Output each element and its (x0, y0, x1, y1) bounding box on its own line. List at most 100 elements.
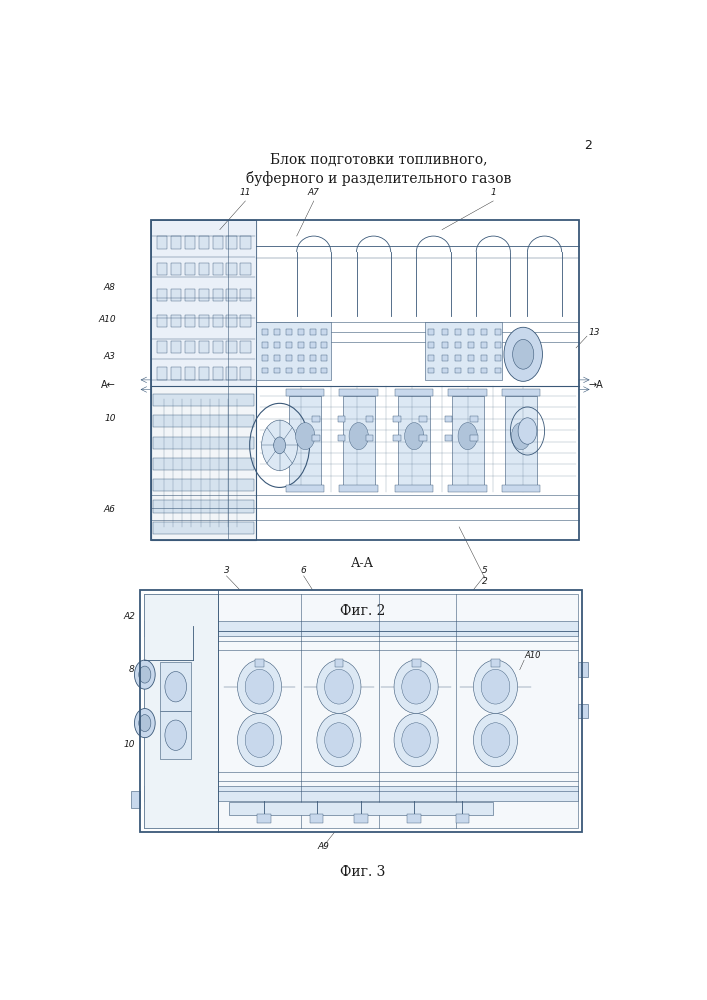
Bar (481, 342, 487, 348)
Circle shape (139, 715, 151, 732)
Bar (442, 329, 448, 335)
Bar (240, 341, 250, 353)
Text: А6: А6 (104, 505, 116, 514)
Bar (157, 341, 167, 353)
Bar (255, 659, 264, 667)
Bar (428, 342, 434, 348)
Ellipse shape (481, 669, 510, 704)
Bar (481, 329, 487, 335)
Text: А10: А10 (98, 315, 116, 324)
Bar (322, 355, 327, 361)
Bar (448, 485, 487, 492)
Bar (226, 341, 237, 353)
Text: буферного и разделительного газов: буферного и разделительного газов (246, 171, 511, 186)
Bar (262, 329, 268, 335)
Bar (274, 355, 279, 361)
Bar (495, 342, 501, 348)
Bar (157, 367, 167, 380)
Bar (199, 367, 209, 380)
Text: А←: А← (101, 380, 116, 390)
Bar (240, 289, 250, 301)
Bar (153, 415, 255, 427)
Circle shape (165, 672, 187, 702)
Bar (171, 341, 181, 353)
Bar (468, 342, 474, 348)
Bar (334, 659, 344, 667)
Bar (160, 711, 191, 759)
Bar (310, 329, 315, 335)
Circle shape (134, 709, 155, 738)
Ellipse shape (474, 713, 518, 767)
Text: А10: А10 (524, 651, 541, 660)
Bar (481, 355, 487, 361)
Bar (425, 322, 502, 380)
Circle shape (296, 423, 315, 450)
Bar (338, 435, 346, 441)
Bar (445, 435, 452, 441)
Bar (286, 355, 291, 361)
Circle shape (504, 327, 542, 381)
Bar (298, 355, 303, 361)
Bar (286, 368, 291, 373)
Bar (289, 396, 321, 485)
Bar (428, 329, 434, 335)
Circle shape (518, 418, 537, 444)
Bar (322, 342, 327, 348)
Bar (160, 662, 191, 711)
Ellipse shape (402, 723, 431, 757)
Bar (468, 368, 474, 373)
Bar (226, 367, 237, 380)
Bar (262, 355, 268, 361)
Circle shape (513, 339, 534, 369)
Bar (495, 368, 501, 373)
Bar (185, 341, 195, 353)
Bar (144, 594, 578, 828)
Bar (144, 594, 218, 828)
Bar (199, 315, 209, 327)
Text: А2: А2 (123, 612, 135, 621)
Bar (502, 389, 540, 396)
Bar (262, 342, 268, 348)
Bar (213, 315, 223, 327)
Bar (448, 389, 487, 396)
Bar (395, 485, 433, 492)
Bar (442, 368, 448, 373)
Bar (199, 263, 209, 275)
Bar (171, 236, 181, 249)
Text: А8: А8 (104, 283, 116, 292)
Bar (411, 659, 421, 667)
Bar (274, 329, 279, 335)
Bar (419, 416, 426, 422)
Ellipse shape (481, 723, 510, 757)
Bar (153, 437, 255, 449)
Circle shape (511, 423, 531, 450)
Circle shape (262, 420, 298, 471)
Bar (338, 416, 346, 422)
Bar (470, 435, 478, 441)
Ellipse shape (402, 669, 431, 704)
Bar (153, 500, 255, 513)
Bar (286, 329, 291, 335)
Bar (395, 389, 433, 396)
Circle shape (139, 666, 151, 683)
Ellipse shape (317, 713, 361, 767)
Text: 8: 8 (129, 665, 135, 674)
Circle shape (134, 660, 155, 689)
Bar (366, 416, 373, 422)
Bar (185, 289, 195, 301)
Bar (240, 367, 250, 380)
Bar (312, 416, 320, 422)
Bar (343, 396, 375, 485)
Text: 5: 5 (481, 566, 487, 575)
Bar (286, 342, 291, 348)
Bar (339, 485, 378, 492)
Bar (171, 263, 181, 275)
Text: Фиг. 3: Фиг. 3 (339, 865, 385, 879)
Bar (213, 367, 223, 380)
Bar (185, 236, 195, 249)
Bar (491, 659, 500, 667)
Bar (505, 396, 537, 485)
Bar (226, 236, 237, 249)
Bar (226, 289, 237, 301)
Bar (354, 814, 368, 823)
